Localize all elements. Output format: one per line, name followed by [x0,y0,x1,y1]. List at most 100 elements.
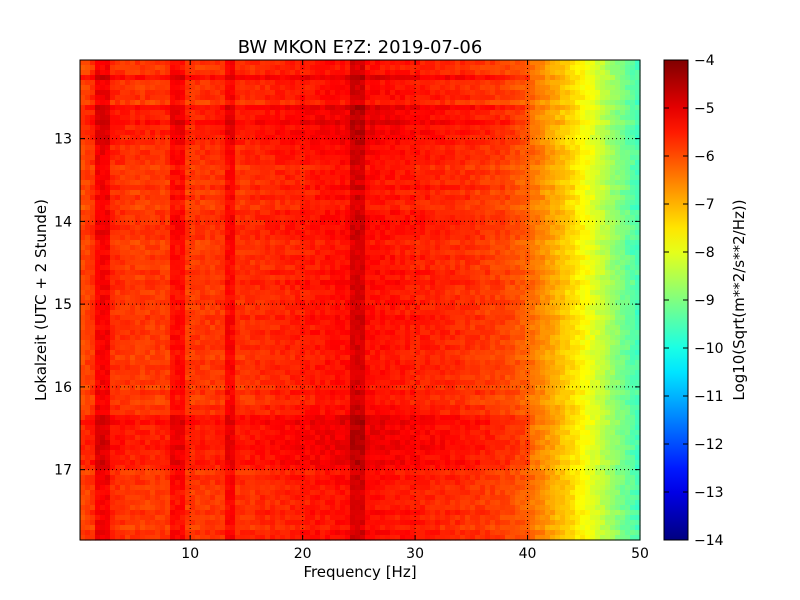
heatmap-cell [225,155,231,161]
heatmap-cell [370,215,376,221]
heatmap-cell [195,170,201,176]
heatmap-cell [495,150,501,156]
heatmap-cell [550,195,556,201]
heatmap-cell [90,205,96,211]
heatmap-cell [175,105,181,111]
heatmap-cell [530,185,536,191]
heatmap-cell [355,80,361,86]
heatmap-cell [350,270,356,276]
heatmap-cell [620,220,626,226]
heatmap-cell [510,145,516,151]
heatmap-cell [295,265,301,271]
heatmap-cell [335,180,341,186]
heatmap-cell [215,210,221,216]
heatmap-cell [545,225,551,231]
heatmap-cell [165,110,171,116]
heatmap-cell [635,200,641,206]
heatmap-cell [225,245,231,251]
heatmap-cell [505,205,511,211]
heatmap-cell [110,145,116,151]
heatmap-cell [510,105,516,111]
heatmap-cell [145,180,151,186]
heatmap-cell [280,195,286,201]
heatmap-cell [600,275,606,281]
heatmap-cell [180,200,186,206]
heatmap-cell [285,175,291,181]
heatmap-cell [515,160,521,166]
heatmap-cell [165,255,171,261]
heatmap-cell [560,70,566,76]
heatmap-cell [150,280,156,286]
heatmap-cell [345,135,351,141]
heatmap-cell [210,175,216,181]
heatmap-cell [495,125,501,131]
heatmap-cell [190,260,196,266]
heatmap-cell [545,215,551,221]
heatmap-cell [630,200,636,206]
heatmap-cell [615,150,621,156]
heatmap-cell [320,160,326,166]
heatmap-cell [600,165,606,171]
heatmap-cell [115,90,121,96]
heatmap-cell [275,135,281,141]
heatmap-cell [160,155,166,161]
heatmap-cell [285,60,291,66]
heatmap-cell [450,215,456,221]
heatmap-cell [485,265,491,271]
heatmap-cell [600,105,606,111]
heatmap-cell [605,65,611,71]
heatmap-cell [410,260,416,266]
heatmap-cell [80,65,86,71]
heatmap-cell [520,95,526,101]
heatmap-cell [555,185,561,191]
heatmap-cell [245,150,251,156]
heatmap-cell [510,210,516,216]
heatmap-cell [395,185,401,191]
heatmap-cell [445,90,451,96]
heatmap-cell [175,220,181,226]
heatmap-cell [525,100,531,106]
heatmap-cell [510,135,516,141]
heatmap-cell [130,260,136,266]
heatmap-cell [115,140,121,146]
heatmap-cell [170,240,176,246]
heatmap-cell [505,220,511,226]
heatmap-cell [105,230,111,236]
heatmap-cell [210,145,216,151]
heatmap-cell [400,280,406,286]
heatmap-cell [150,190,156,196]
heatmap-cell [245,255,251,261]
heatmap-cell [155,60,161,66]
heatmap-cell [150,250,156,256]
heatmap-cell [135,175,141,181]
heatmap-cell [395,205,401,211]
heatmap-cell [190,90,196,96]
heatmap-cell [455,65,461,71]
heatmap-cell [380,245,386,251]
heatmap-cell [380,155,386,161]
heatmap-cell [455,150,461,156]
heatmap-cell [320,115,326,121]
heatmap-cell [385,165,391,171]
heatmap-cell [80,230,86,236]
heatmap-cell [495,160,501,166]
heatmap-cell [240,235,246,241]
heatmap-cell [510,180,516,186]
heatmap-cell [430,180,436,186]
heatmap-cell [375,150,381,156]
heatmap-cell [350,105,356,111]
heatmap-cell [470,265,476,271]
heatmap-cell [290,240,296,246]
heatmap-cell [325,75,331,81]
heatmap-cell [170,220,176,226]
heatmap-cell [610,190,616,196]
heatmap-cell [540,115,546,121]
heatmap-cell [165,280,171,286]
heatmap-cell [395,105,401,111]
heatmap-cell [410,85,416,91]
heatmap-cell [465,115,471,121]
heatmap-cell [535,75,541,81]
heatmap-cell [345,90,351,96]
heatmap-cell [325,135,331,141]
heatmap-cell [125,115,131,121]
